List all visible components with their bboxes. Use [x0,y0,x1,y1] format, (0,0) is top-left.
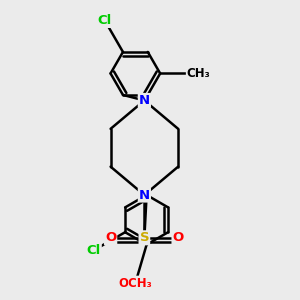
Text: Cl: Cl [86,244,101,257]
Text: Cl: Cl [98,14,112,27]
Text: S: S [140,231,149,244]
Text: N: N [139,188,150,202]
Text: N: N [139,94,150,107]
Text: CH₃: CH₃ [187,67,211,80]
Text: O: O [172,231,184,244]
Text: OCH₃: OCH₃ [118,277,152,290]
Text: O: O [105,231,116,244]
